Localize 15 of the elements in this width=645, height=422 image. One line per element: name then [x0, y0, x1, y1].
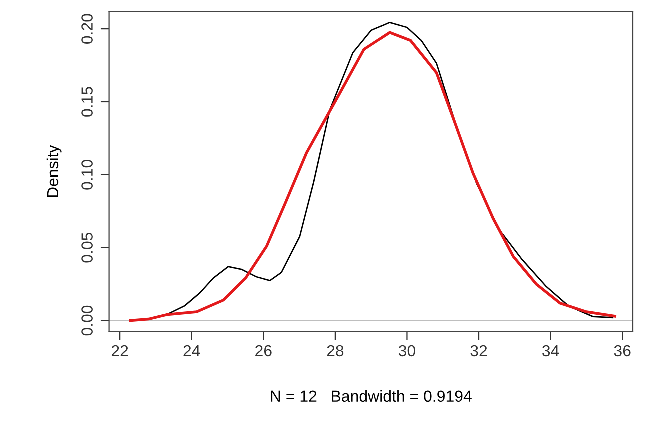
x-axis-title: N = 12 Bandwidth = 0.9194 — [271, 390, 472, 402]
x-tick-label: 32 — [470, 345, 488, 357]
x-tick-label: 36 — [614, 345, 631, 357]
x-tick-label: 22 — [112, 345, 128, 356]
x-tick-label: 24 — [184, 345, 200, 356]
y-tick-label: 0.05 — [82, 232, 93, 263]
x-tick-label: 28 — [327, 345, 344, 357]
y-tick-label: 0.15 — [82, 87, 93, 117]
x-tick-label: 34 — [542, 345, 560, 357]
x-tick-label: 30 — [398, 345, 416, 357]
y-axis-title: Density — [46, 145, 62, 198]
y-tick-label: 0.10 — [82, 160, 93, 190]
y-tick-label: 0.20 — [82, 14, 93, 44]
x-tick-label: 26 — [256, 345, 272, 357]
y-tick-label: 0.00 — [82, 306, 93, 336]
